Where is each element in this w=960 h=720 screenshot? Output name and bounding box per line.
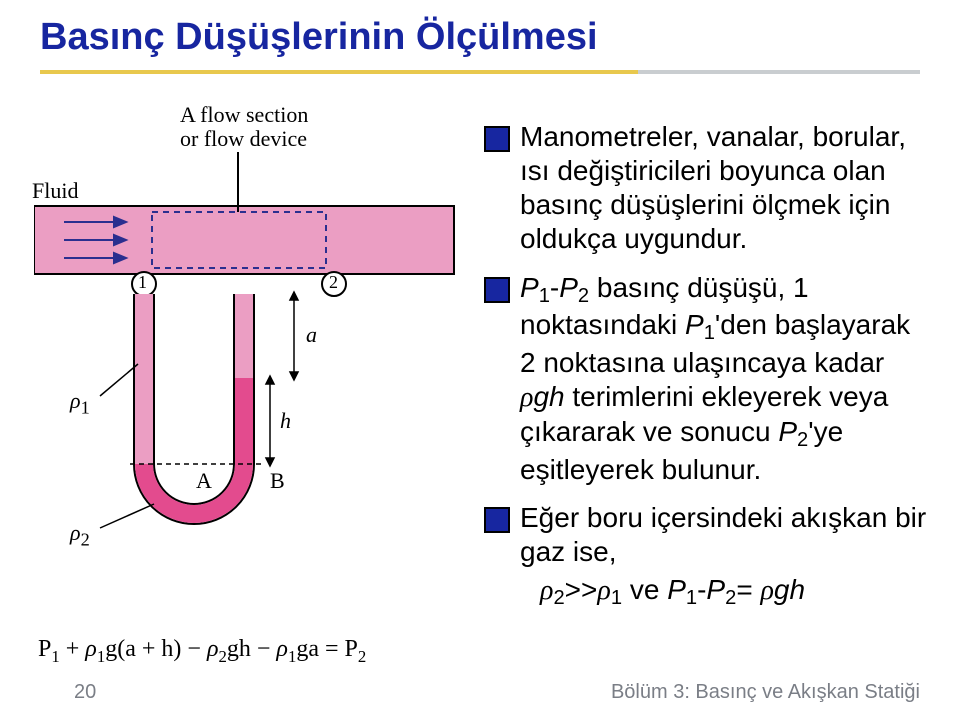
bullet-list: Manometreler, vanalar, borular, ısı deği… [484,120,930,625]
bullet-1-text: Manometreler, vanalar, borular, ısı deği… [520,120,930,257]
rho1-label: ρ1 [70,388,90,418]
point-A-label: A [196,468,212,494]
point-B-label: B [270,468,285,494]
bullet-2-text: P1-P2 basınç düşüşü, 1 noktasındaki P1'd… [520,271,930,487]
flow-section-label-2: or flow device [180,126,307,152]
fluid-label: Fluid [32,178,78,204]
slide-title: Basınç Düşüşlerinin Ölçülmesi [40,16,598,59]
bullet-box-icon [484,277,510,303]
bullet-3-line2: ρ2>>ρ1 ve P1-P2= ρgh [540,573,805,611]
bullet-box-icon [484,507,510,533]
bullet-2: P1-P2 basınç düşüşü, 1 noktasındaki P1'd… [484,271,930,487]
point-1-label: 1 [138,272,147,293]
dim-a-label: a [306,322,317,348]
point-2-label: 2 [329,272,338,293]
slide: Basınç Düşüşlerinin Ölçülmesi [0,0,960,720]
bullet-3-text: Eğer boru içersindeki akışkan bir gaz is… [520,501,930,611]
manometer-equation: P1 + ρ1g(a + h) − ρ2gh − ρ1ga = P2 [38,636,366,667]
page-number: 20 [74,681,96,704]
title-underline [40,70,920,74]
rho2-label: ρ2 [70,520,90,550]
manometer-diagram: A flow section or flow device Fluid 1 2 … [34,96,466,596]
bullet-3-line1: Eğer boru içersindeki akışkan bir gaz is… [520,502,926,567]
bullet-3: Eğer boru içersindeki akışkan bir gaz is… [484,501,930,611]
bullet-1: Manometreler, vanalar, borular, ısı deği… [484,120,930,257]
dim-h-label: h [280,408,291,434]
bullet-box-icon [484,126,510,152]
flow-section-label-1: A flow section [180,102,308,128]
chapter-label: Bölüm 3: Basınç ve Akışkan Statiği [611,681,920,704]
